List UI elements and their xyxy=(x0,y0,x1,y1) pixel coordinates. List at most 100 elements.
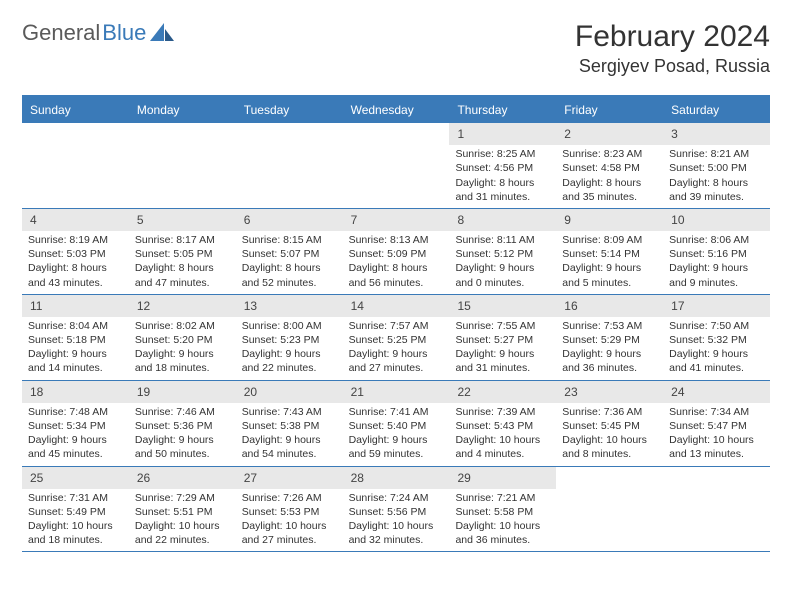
day-detail-line: Sunset: 5:27 PM xyxy=(455,333,550,347)
day-cell: 11Sunrise: 8:04 AMSunset: 5:18 PMDayligh… xyxy=(22,295,129,380)
day-number: 9 xyxy=(556,209,663,231)
day-detail-line: Daylight: 9 hours and 0 minutes. xyxy=(455,261,550,289)
day-details: Sunrise: 7:57 AMSunset: 5:25 PMDaylight:… xyxy=(343,319,450,380)
day-detail-line: Sunset: 5:58 PM xyxy=(455,505,550,519)
day-detail-line: Daylight: 9 hours and 5 minutes. xyxy=(562,261,657,289)
day-details: Sunrise: 7:46 AMSunset: 5:36 PMDaylight:… xyxy=(129,405,236,466)
day-cell xyxy=(129,123,236,208)
day-cell: 1Sunrise: 8:25 AMSunset: 4:56 PMDaylight… xyxy=(449,123,556,208)
day-cell: 14Sunrise: 7:57 AMSunset: 5:25 PMDayligh… xyxy=(343,295,450,380)
day-detail-line: Daylight: 9 hours and 54 minutes. xyxy=(242,433,337,461)
day-detail-line: Sunrise: 8:02 AM xyxy=(135,319,230,333)
day-detail-line: Sunrise: 8:21 AM xyxy=(669,147,764,161)
day-detail-line: Sunrise: 7:43 AM xyxy=(242,405,337,419)
day-detail-line: Sunset: 5:12 PM xyxy=(455,247,550,261)
day-cell xyxy=(663,467,770,552)
weekday-header: Wednesday xyxy=(343,97,450,123)
day-number: 15 xyxy=(449,295,556,317)
day-detail-line: Daylight: 8 hours and 35 minutes. xyxy=(562,176,657,204)
day-detail-line: Sunrise: 7:48 AM xyxy=(28,405,123,419)
day-detail-line: Daylight: 10 hours and 22 minutes. xyxy=(135,519,230,547)
day-details: Sunrise: 7:24 AMSunset: 5:56 PMDaylight:… xyxy=(343,491,450,552)
day-details: Sunrise: 8:19 AMSunset: 5:03 PMDaylight:… xyxy=(22,233,129,294)
day-detail-line: Sunrise: 7:21 AM xyxy=(455,491,550,505)
day-number xyxy=(129,123,236,145)
day-detail-line: Sunset: 5:05 PM xyxy=(135,247,230,261)
day-cell: 28Sunrise: 7:24 AMSunset: 5:56 PMDayligh… xyxy=(343,467,450,552)
day-details: Sunrise: 8:13 AMSunset: 5:09 PMDaylight:… xyxy=(343,233,450,294)
day-cell: 9Sunrise: 8:09 AMSunset: 5:14 PMDaylight… xyxy=(556,209,663,294)
day-detail-line: Sunset: 5:45 PM xyxy=(562,419,657,433)
day-number xyxy=(663,467,770,489)
day-cell: 25Sunrise: 7:31 AMSunset: 5:49 PMDayligh… xyxy=(22,467,129,552)
month-title: February 2024 xyxy=(575,20,770,54)
day-detail-line: Sunrise: 8:15 AM xyxy=(242,233,337,247)
day-number: 8 xyxy=(449,209,556,231)
day-detail-line: Daylight: 9 hours and 45 minutes. xyxy=(28,433,123,461)
day-detail-line: Daylight: 9 hours and 59 minutes. xyxy=(349,433,444,461)
day-details: Sunrise: 8:09 AMSunset: 5:14 PMDaylight:… xyxy=(556,233,663,294)
day-number: 28 xyxy=(343,467,450,489)
day-number: 4 xyxy=(22,209,129,231)
day-details: Sunrise: 8:17 AMSunset: 5:05 PMDaylight:… xyxy=(129,233,236,294)
day-cell: 24Sunrise: 7:34 AMSunset: 5:47 PMDayligh… xyxy=(663,381,770,466)
week-row: 4Sunrise: 8:19 AMSunset: 5:03 PMDaylight… xyxy=(22,209,770,295)
day-cell: 6Sunrise: 8:15 AMSunset: 5:07 PMDaylight… xyxy=(236,209,343,294)
weekday-header: Sunday xyxy=(22,97,129,123)
week-row: 1Sunrise: 8:25 AMSunset: 4:56 PMDaylight… xyxy=(22,123,770,209)
day-number: 6 xyxy=(236,209,343,231)
day-cell: 12Sunrise: 8:02 AMSunset: 5:20 PMDayligh… xyxy=(129,295,236,380)
day-number: 12 xyxy=(129,295,236,317)
day-detail-line: Daylight: 10 hours and 8 minutes. xyxy=(562,433,657,461)
weeks-container: 1Sunrise: 8:25 AMSunset: 4:56 PMDaylight… xyxy=(22,123,770,552)
day-detail-line: Sunrise: 8:19 AM xyxy=(28,233,123,247)
day-cell: 5Sunrise: 8:17 AMSunset: 5:05 PMDaylight… xyxy=(129,209,236,294)
day-detail-line: Sunrise: 8:00 AM xyxy=(242,319,337,333)
day-cell: 2Sunrise: 8:23 AMSunset: 4:58 PMDaylight… xyxy=(556,123,663,208)
day-details: Sunrise: 7:21 AMSunset: 5:58 PMDaylight:… xyxy=(449,491,556,552)
day-number xyxy=(22,123,129,145)
day-details: Sunrise: 7:36 AMSunset: 5:45 PMDaylight:… xyxy=(556,405,663,466)
day-detail-line: Sunset: 5:40 PM xyxy=(349,419,444,433)
day-detail-line: Sunset: 4:58 PM xyxy=(562,161,657,175)
day-cell: 4Sunrise: 8:19 AMSunset: 5:03 PMDaylight… xyxy=(22,209,129,294)
day-number: 29 xyxy=(449,467,556,489)
day-detail-line: Daylight: 10 hours and 4 minutes. xyxy=(455,433,550,461)
day-detail-line: Sunrise: 7:24 AM xyxy=(349,491,444,505)
day-cell: 27Sunrise: 7:26 AMSunset: 5:53 PMDayligh… xyxy=(236,467,343,552)
day-detail-line: Daylight: 9 hours and 36 minutes. xyxy=(562,347,657,375)
day-detail-line: Sunrise: 7:26 AM xyxy=(242,491,337,505)
day-detail-line: Sunset: 5:32 PM xyxy=(669,333,764,347)
day-cell: 13Sunrise: 8:00 AMSunset: 5:23 PMDayligh… xyxy=(236,295,343,380)
day-detail-line: Sunset: 5:49 PM xyxy=(28,505,123,519)
day-cell: 16Sunrise: 7:53 AMSunset: 5:29 PMDayligh… xyxy=(556,295,663,380)
day-detail-line: Sunrise: 8:09 AM xyxy=(562,233,657,247)
day-detail-line: Daylight: 8 hours and 39 minutes. xyxy=(669,176,764,204)
day-number: 25 xyxy=(22,467,129,489)
day-detail-line: Daylight: 8 hours and 31 minutes. xyxy=(455,176,550,204)
day-number: 27 xyxy=(236,467,343,489)
day-detail-line: Daylight: 8 hours and 43 minutes. xyxy=(28,261,123,289)
day-number xyxy=(556,467,663,489)
weekday-header: Friday xyxy=(556,97,663,123)
day-cell: 17Sunrise: 7:50 AMSunset: 5:32 PMDayligh… xyxy=(663,295,770,380)
day-cell: 22Sunrise: 7:39 AMSunset: 5:43 PMDayligh… xyxy=(449,381,556,466)
day-number: 11 xyxy=(22,295,129,317)
day-detail-line: Daylight: 9 hours and 22 minutes. xyxy=(242,347,337,375)
day-details: Sunrise: 7:48 AMSunset: 5:34 PMDaylight:… xyxy=(22,405,129,466)
day-detail-line: Sunset: 4:56 PM xyxy=(455,161,550,175)
day-detail-line: Sunrise: 7:53 AM xyxy=(562,319,657,333)
day-details: Sunrise: 7:34 AMSunset: 5:47 PMDaylight:… xyxy=(663,405,770,466)
day-detail-line: Daylight: 9 hours and 27 minutes. xyxy=(349,347,444,375)
day-cell xyxy=(22,123,129,208)
day-cell: 7Sunrise: 8:13 AMSunset: 5:09 PMDaylight… xyxy=(343,209,450,294)
day-cell: 15Sunrise: 7:55 AMSunset: 5:27 PMDayligh… xyxy=(449,295,556,380)
day-cell: 21Sunrise: 7:41 AMSunset: 5:40 PMDayligh… xyxy=(343,381,450,466)
day-detail-line: Daylight: 9 hours and 9 minutes. xyxy=(669,261,764,289)
day-detail-line: Sunrise: 7:57 AM xyxy=(349,319,444,333)
day-detail-line: Sunrise: 8:06 AM xyxy=(669,233,764,247)
day-detail-line: Sunset: 5:07 PM xyxy=(242,247,337,261)
day-cell: 23Sunrise: 7:36 AMSunset: 5:45 PMDayligh… xyxy=(556,381,663,466)
day-detail-line: Daylight: 10 hours and 27 minutes. xyxy=(242,519,337,547)
day-detail-line: Sunset: 5:34 PM xyxy=(28,419,123,433)
